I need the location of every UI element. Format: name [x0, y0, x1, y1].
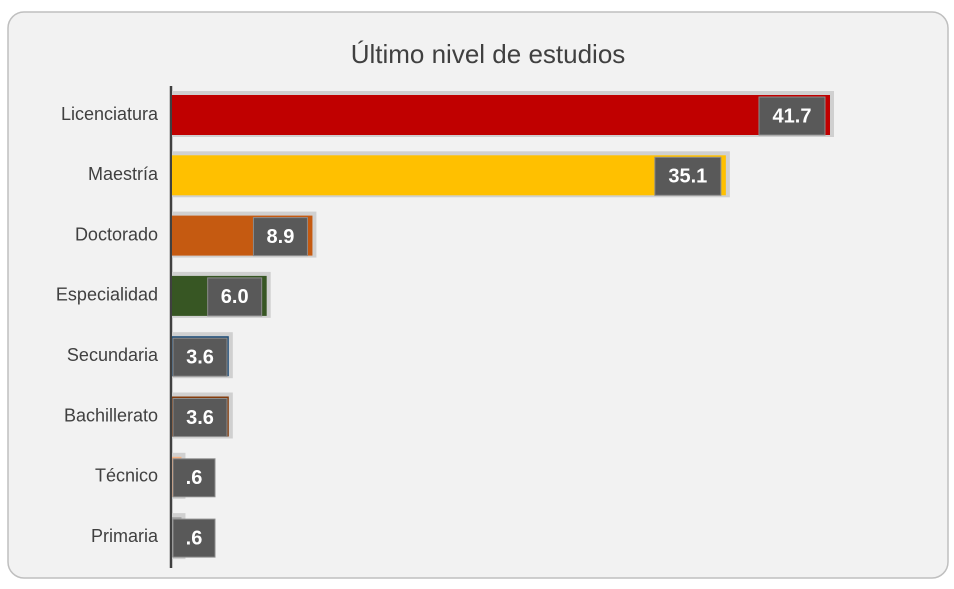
y-tick-label: Licenciatura	[61, 104, 159, 124]
value-label: 8.9	[267, 226, 295, 248]
y-tick-label: Primaria	[91, 526, 159, 546]
y-tick-label: Doctorado	[75, 224, 158, 244]
value-label: .6	[186, 527, 203, 549]
chart-title: Último nivel de estudios	[351, 39, 626, 69]
value-label: 41.7	[773, 105, 812, 127]
bar	[172, 95, 830, 135]
value-label-box	[172, 518, 216, 558]
value-label: .6	[186, 467, 203, 489]
y-tick-label: Especialidad	[56, 285, 158, 305]
value-label-box	[172, 337, 228, 377]
y-tick-label: Maestría	[88, 164, 159, 184]
value-label-box	[758, 96, 826, 136]
bar	[172, 155, 726, 196]
value-label-box	[172, 458, 216, 498]
value-label-box	[207, 277, 263, 317]
value-label-box	[654, 156, 722, 196]
value-label-box	[172, 398, 228, 437]
value-label-box	[252, 217, 308, 257]
value-label: 35.1	[668, 166, 707, 188]
y-tick-label: Técnico	[95, 466, 158, 486]
value-label: 6.0	[221, 286, 249, 308]
value-label: 3.6	[186, 407, 214, 429]
y-tick-label: Bachillerato	[64, 405, 158, 425]
y-tick-label: Secundaria	[67, 345, 159, 365]
value-label: 3.6	[186, 346, 214, 368]
